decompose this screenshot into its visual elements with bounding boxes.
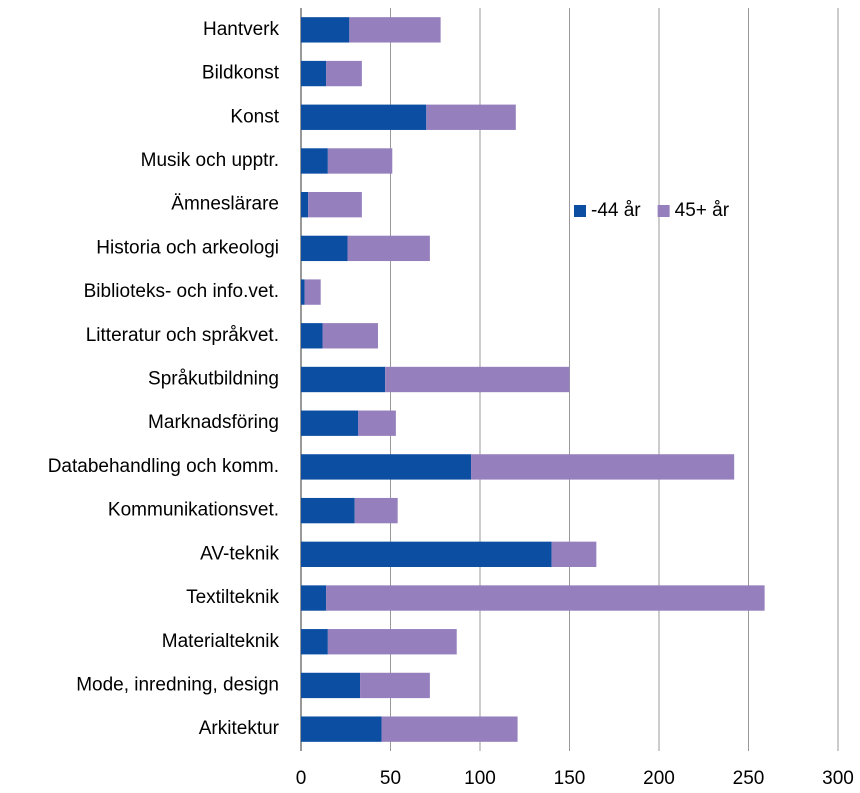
bar-segment <box>381 716 518 742</box>
legend-swatch <box>574 205 586 217</box>
y-tick-label: Kommunikationsvet. <box>108 500 279 521</box>
y-tick-label: AV-teknik <box>200 543 279 564</box>
x-tick-label: 150 <box>554 768 586 789</box>
bar-segment <box>301 497 355 524</box>
bar-segment <box>301 17 350 43</box>
bar-segment <box>304 279 321 305</box>
bar-segment <box>327 148 393 174</box>
y-tick-label: Materialteknik <box>162 631 280 652</box>
x-tick-label: 300 <box>822 768 854 789</box>
x-tick-label: 200 <box>643 768 675 789</box>
bar-segment <box>308 192 362 218</box>
bar-segment <box>358 410 396 436</box>
bar-segment <box>354 497 398 524</box>
bar-segment <box>301 629 328 655</box>
bar-segment <box>301 541 552 567</box>
bar-segment <box>301 672 361 699</box>
y-tick-label: Databehandling och komm. <box>48 456 279 477</box>
bar-segment <box>301 192 309 218</box>
bar-segment <box>347 235 430 262</box>
bar-segment <box>301 104 427 130</box>
x-tick-label: 250 <box>733 768 765 789</box>
x-tick-label: 100 <box>464 768 496 789</box>
y-tick-label: Konst <box>230 106 279 127</box>
bar-segment <box>385 366 570 393</box>
y-tick-label: Språkutbildning <box>148 369 279 390</box>
bar-segment <box>301 716 382 742</box>
y-tick-label: Ämneslärare <box>171 194 279 215</box>
y-tick-label: Historia och arkeologi <box>96 237 279 258</box>
y-tick-label: Marknadsföring <box>148 412 279 433</box>
y-tick-label: Biblioteks- och info.vet. <box>84 281 279 302</box>
y-tick-label: Textilteknik <box>186 587 279 608</box>
bar-segment <box>326 60 362 87</box>
bar-segment <box>360 672 430 699</box>
y-tick-label: Arkitektur <box>199 718 280 739</box>
bar-segment <box>301 148 328 174</box>
y-tick-label: Musik och upptr. <box>141 150 279 171</box>
bar-segment <box>301 454 472 480</box>
y-tick-label: Hantverk <box>203 19 280 40</box>
y-tick-label: Bildkonst <box>202 63 280 84</box>
bar-segment <box>301 410 359 436</box>
bar-segment <box>301 366 386 393</box>
bar-segment <box>301 60 327 87</box>
x-tick-label: 50 <box>380 768 401 789</box>
bar-segment <box>327 629 457 655</box>
bar-segment <box>326 585 765 611</box>
y-tick-label: Mode, inredning, design <box>76 674 279 695</box>
bar-segment <box>471 454 735 480</box>
legend-swatch <box>657 205 670 217</box>
bar-segment <box>301 279 305 305</box>
bar-segment <box>301 323 323 349</box>
legend-label: -44 år <box>591 200 641 221</box>
x-tick-label: 0 <box>296 768 307 789</box>
bar-segment <box>426 104 516 130</box>
legend-label: 45+ år <box>675 200 730 221</box>
bar-segment <box>551 541 597 567</box>
bar-segment <box>301 235 348 262</box>
bar-segment <box>322 323 378 349</box>
y-tick-label: Litteratur och språkvet. <box>86 325 279 346</box>
bar-segment <box>301 585 327 611</box>
bar-segment <box>349 17 441 43</box>
